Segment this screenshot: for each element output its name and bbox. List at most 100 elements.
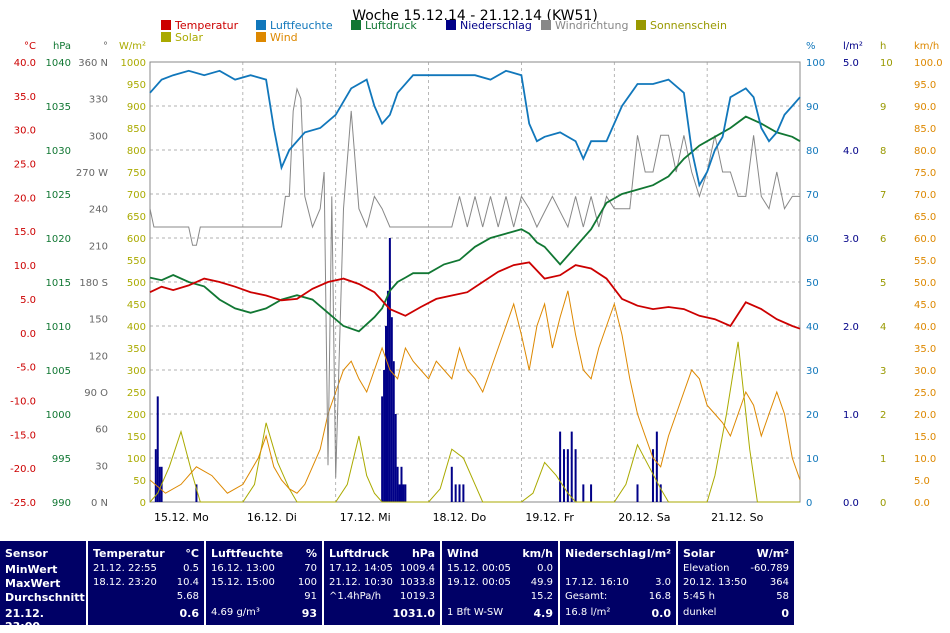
- axis-tick-label: 30.0: [914, 366, 936, 377]
- sensor-header: Sensor: [5, 547, 48, 560]
- axis-tick-label: 9: [880, 102, 886, 113]
- axis-tick-label: 85.0: [914, 124, 936, 135]
- sensor-panel: Sensor MinWert MaxWert Durchschnitt 21.1…: [0, 541, 86, 633]
- axis-tick-label: 100: [127, 454, 146, 465]
- axis-tick-label: 1040: [46, 58, 71, 69]
- wind-avg: 15.2: [530, 591, 553, 602]
- legend: Temperatur Luftfeuchte Luftdruck Niederschl…: [161, 19, 727, 44]
- legend-swatch: [161, 20, 171, 30]
- axis-tick-label: 5.0: [843, 58, 859, 69]
- axis-tick-label: -25.0: [10, 498, 36, 509]
- series-line-luftfeuchte: [149, 69, 801, 188]
- wind-current: 1 Bft W-SW 4.9: [447, 607, 553, 620]
- axis-tick-label: 50: [133, 476, 146, 487]
- precipitation-bar: [574, 449, 577, 502]
- humidity-min: 16.12. 13:00 70: [211, 563, 317, 574]
- axis-tick-label: 60: [95, 425, 108, 436]
- precipitation-bar: [582, 484, 585, 502]
- axis-tick-label: 8: [880, 146, 886, 157]
- axis-unit-label: W/m²: [119, 41, 146, 52]
- precipitation-bar: [385, 326, 388, 502]
- pressure-current: 1031.0: [392, 607, 435, 620]
- pressure-min: 17.12. 14:05 1009.4: [329, 563, 435, 574]
- temperature-header: Temperatur: [93, 547, 165, 560]
- axis-tick-label: 2: [880, 410, 886, 421]
- rain-header: Niederschlag: [565, 547, 647, 560]
- axis-unit-label: km/h: [914, 41, 939, 52]
- series-lines: [149, 69, 801, 503]
- axis-tick-label: 50.0: [914, 278, 936, 289]
- axis-tick-label: 35.0: [14, 92, 36, 103]
- axis-unit-label: hPa: [53, 41, 71, 52]
- legend-label: Sonnenschein: [650, 19, 727, 32]
- legend-label: Luftdruck: [365, 19, 417, 32]
- axis-tick-label: 7: [880, 190, 886, 201]
- pressure-unit: hPa: [411, 547, 435, 560]
- precipitation-bar: [655, 431, 658, 502]
- axis-unit-label: °C: [24, 41, 36, 52]
- precipitation-bar: [398, 484, 401, 502]
- axis-unit-label: l/m²: [843, 41, 863, 52]
- rain-max: 17.12. 16:10 3.0: [565, 577, 671, 588]
- rain-panel: Niederschlag l/m² 17.12. 16:10 3.0 Gesamt…: [560, 541, 676, 625]
- precipitation-bar: [158, 466, 161, 502]
- precipitation-bar: [154, 449, 157, 502]
- axis-tick-label: 1000: [121, 58, 146, 69]
- axis-tick-label: -10.0: [10, 396, 36, 407]
- axis-tick-label: 15.0: [14, 227, 36, 238]
- precipitation-bar: [195, 484, 198, 502]
- legend-swatch: [351, 20, 361, 30]
- axis-tick-label: 100.0: [914, 58, 943, 69]
- precipitation-bar: [590, 484, 593, 502]
- temperature-axis: 40.0 35.0 30.0 25.0 20.0 15.0 10.0 5.0 0.0 -5.0 -1…: [10, 41, 36, 509]
- axis-tick-label: 4: [880, 322, 886, 333]
- axis-tick-label: 1000: [46, 410, 71, 421]
- axis-tick-label: 1.0: [843, 410, 859, 421]
- legend-label: Temperatur: [174, 19, 239, 32]
- axis-tick-label: 850: [127, 124, 146, 135]
- precipitation-bar: [454, 484, 457, 502]
- axis-tick-label: -5.0: [16, 363, 36, 374]
- precipitation-bar: [396, 466, 399, 502]
- axis-tick-label: 2.0: [843, 322, 859, 333]
- solar-axis: 1000950900850800750700650600550500450400…: [119, 41, 146, 509]
- solar-current: dunkel 0: [683, 607, 789, 620]
- axis-tick-label: 40.0: [914, 322, 936, 333]
- precipitation-bar: [394, 414, 397, 502]
- x-axis-day-label: 18.12. Do: [433, 511, 487, 524]
- axis-tick-label: 0: [140, 498, 146, 509]
- legend-label: Windrichtung: [555, 19, 628, 32]
- axis-tick-label: 90 O: [84, 388, 108, 399]
- x-axis-labels: 15.12. Mo 16.12. Di 17.12. Mi 18.12. Do 19.1…: [154, 511, 764, 524]
- axes: 40.035.030.025.020.015.010.05.00.0-5.0-1…: [10, 41, 943, 509]
- axis-tick-label: 80: [806, 146, 819, 157]
- axis-tick-label: 60.0: [914, 234, 936, 245]
- solar-max: 20.12. 13:50 364: [683, 577, 789, 588]
- temperature-avg: 5.68: [176, 591, 199, 602]
- axis-tick-label: 30: [95, 461, 108, 472]
- statistics-table: Sensor MinWert MaxWert Durchschnitt 21.1…: [0, 539, 950, 633]
- axis-tick-label: 150: [127, 432, 146, 443]
- legend-label: Solar: [175, 31, 204, 44]
- precipitation-bar: [392, 361, 395, 502]
- precipitation-bar: [402, 484, 405, 502]
- axis-tick-label: 120: [89, 351, 108, 362]
- axis-unit-label: %: [806, 41, 816, 52]
- humidity-max: 15.12. 15:00 100: [211, 577, 317, 588]
- solar-header: Solar: [683, 547, 716, 560]
- legend-item: Temperatur: [161, 19, 239, 32]
- axis-tick-label: 90.0: [914, 102, 936, 113]
- axis-tick-label: 55.0: [914, 256, 936, 267]
- axis-tick-label: 0: [880, 498, 886, 509]
- series-line-wind: [149, 290, 801, 494]
- precipitation-bar: [383, 370, 386, 502]
- axis-tick-label: 4.0: [843, 146, 859, 157]
- axis-tick-label: 20.0: [914, 410, 936, 421]
- axis-tick-label: 180 S: [79, 278, 108, 289]
- axis-tick-label: 0.0: [914, 498, 930, 509]
- rain-total: Gesamt: 16.8: [565, 591, 671, 602]
- precipitation-axis: 5.0 4.0 3.0 2.0 1.0 0.0 l/m²: [843, 41, 863, 509]
- axis-tick-label: 0 N: [91, 498, 108, 509]
